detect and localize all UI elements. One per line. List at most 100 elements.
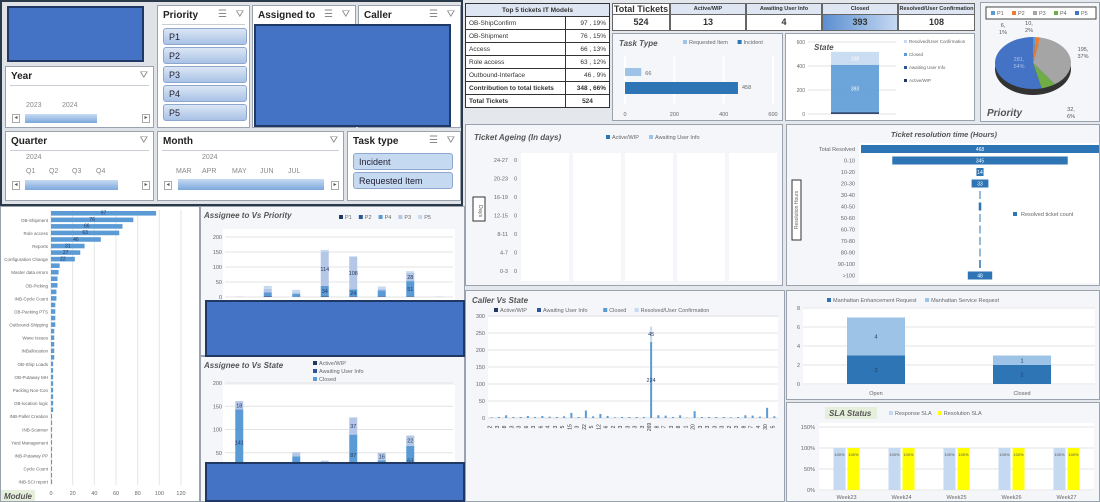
x-tick-label: 400 [719,112,728,118]
y-tick-label: OB-Putaway MH [14,375,48,380]
scroll-right-button[interactable]: ▸ [142,114,150,123]
bar-segment [657,415,660,418]
multi-select-icon[interactable]: ☰ [324,9,333,20]
timeline-label: Q3 [72,168,82,175]
bar [51,289,57,295]
bar [51,217,134,223]
priority-item-p1[interactable]: P1 [163,28,247,45]
timeline-selection-bar[interactable] [25,114,97,123]
funnel-bar [978,202,982,211]
bar-segment [512,416,515,418]
bar-segment [320,296,329,297]
scroll-left-button[interactable]: ◂ [12,114,20,123]
x-tick-label: Week27 [1056,495,1076,501]
y-tick-label: 200 [476,348,485,354]
x-tick-label: Week25 [946,495,966,501]
bar [51,250,81,255]
priority-item-p5[interactable]: P5 [163,104,247,121]
data-label: 7 [662,425,668,428]
manhattan-request-chart: Manhattan Enhancement Request Manhattan S… [786,290,1100,400]
bar [902,448,915,490]
data-label: 0 [514,158,517,164]
task-type-incident[interactable]: Incident [353,153,453,170]
legend-swatch [904,66,907,69]
clear-filter-icon[interactable]: ⛛ [446,9,455,20]
bar-segment [349,256,358,257]
y-tick-label: 200 [213,235,222,241]
y-tick-label: 600 [797,40,806,46]
total-row: Total Tickets 524 [465,94,610,108]
x-tick-label: Week24 [891,495,911,501]
bar-segment [744,415,747,418]
data-label: 2 [488,425,494,428]
y-tick-label: 24-27 [494,158,508,164]
priority-item-p2[interactable]: P2 [163,47,247,64]
x-tick-label: 40 [91,491,97,497]
clear-filter-icon[interactable]: ⛛ [139,135,148,146]
pie-slice [1033,37,1036,63]
data-label: 2 [1020,373,1023,379]
scroll-right-button[interactable]: ▸ [331,181,339,190]
bar [51,315,56,321]
bar-segment [541,415,544,418]
priority-item-p3[interactable]: P3 [163,66,247,83]
timeline-selection-bar[interactable] [178,179,324,190]
timeline-selection-bar[interactable] [25,180,118,190]
funnel-bar [979,214,981,222]
y-tick-label: 0 [219,295,222,301]
scroll-left-button[interactable]: ◂ [12,181,20,190]
contribution-label: Contribution to total tickets [465,81,566,95]
priority-item-p4[interactable]: P4 [163,85,247,102]
data-label: 100% [889,452,900,457]
multi-select-icon[interactable]: ☰ [218,9,227,20]
bar-segment [584,410,587,418]
clear-filter-icon[interactable]: ⛛ [139,70,148,81]
bar-segment [671,416,674,418]
bar-segment [613,417,616,418]
data-label: 100% [1054,452,1065,457]
data-label: 31 [65,243,71,249]
timeline-label: Q1 [26,168,36,175]
y-tick-label: Packing Non-Con [13,388,49,393]
legend-swatch [904,79,907,82]
clear-filter-icon[interactable]: ⛛ [235,9,244,20]
data-label: 6 [604,425,610,428]
data-label: 1 [1020,358,1023,364]
bar-segment [847,355,905,384]
bar-segment [599,413,602,418]
data-label: 27 [63,250,69,256]
y-tick-label: 0-3 [500,269,508,275]
data-label: 33 [977,182,983,188]
scroll-right-button[interactable]: ▸ [142,181,150,190]
clear-filter-icon[interactable]: ⛛ [446,135,455,146]
bar [51,230,120,236]
legend-swatch [683,40,687,44]
bar [625,68,642,76]
pie-label: 1% [999,30,1007,36]
scroll-left-button[interactable]: ◂ [164,181,172,190]
kpi-value: 4 [781,17,787,27]
y-tick-label: 0-10 [844,159,855,165]
legend-swatch [378,215,383,219]
task-type-requested-item[interactable]: Requested Item [353,172,453,189]
legend-swatch [494,308,498,312]
clear-filter-icon[interactable]: ⛛ [341,9,350,20]
legend-label: Closed [319,377,336,383]
priority-slicer-title: Priority [163,10,199,21]
x-tick-label: Week23 [836,495,856,501]
pie-slice [995,37,1042,89]
x-tick-label: Open [869,391,882,397]
bar-segment [628,416,631,418]
multi-select-icon[interactable]: ☰ [429,135,438,146]
bar [1012,448,1025,490]
data-label: 12 [596,424,602,430]
chart-title: Caller Vs State [472,296,529,305]
multi-select-icon[interactable]: ☰ [429,9,438,20]
data-label: 3 [531,425,537,428]
funnel-bar [979,260,981,268]
legend-label: Active/WIP [319,361,346,367]
x-tick-label: 200 [670,112,679,118]
data-label: 5 [770,425,776,428]
clear-filter-icon[interactable]: ⛛ [329,135,338,146]
data-label: 3 [575,425,581,428]
